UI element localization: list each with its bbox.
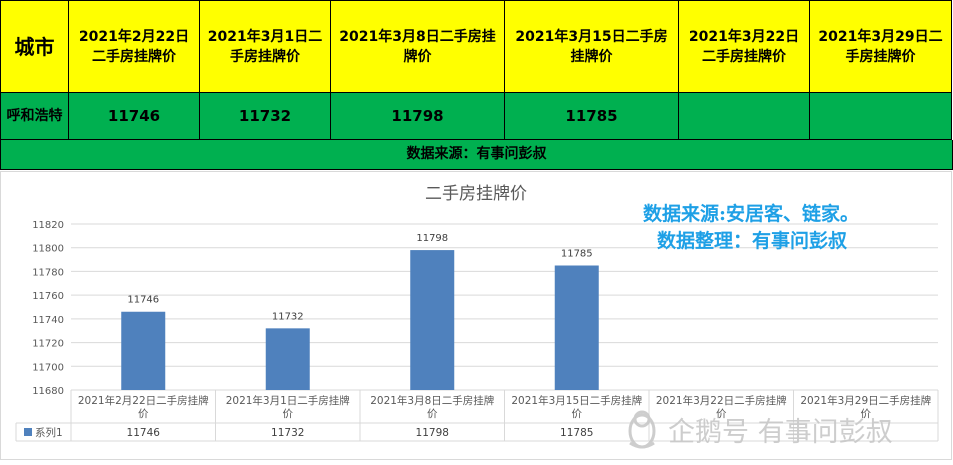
city-header: 城市 [0,0,69,93]
y-tick-label: 11680 [32,386,64,397]
chart-area: 二手房挂牌价 11680 11700 11720 11740 11760 11780 1180… [0,171,953,461]
legend-key [24,428,32,436]
x-category-label-wrap: 价 [138,408,149,420]
penguin-icon [628,410,656,449]
data-label: 11785 [561,249,593,260]
bar [554,265,599,390]
data-label: 11746 [127,295,159,306]
date-header: 2021年2月22日二手房挂牌价 [68,0,200,93]
compiler-note: 数据整理：有事问彭叔 [657,230,848,252]
watermark-text: 企鹅号 有事问彭叔 [668,416,893,448]
price-cell: 11732 [199,92,331,140]
x-category-label-wrap: 价 [716,408,727,420]
price-table: 城市 2021年2月22日二手房挂牌价 2021年3月1日二手房挂牌价 2021… [0,0,953,140]
city-name: 呼和浩特 [0,92,69,140]
date-header: 2021年3月8日二手房挂牌价 [330,0,505,93]
x-category-label-wrap: 价 [861,408,872,420]
date-header: 2021年3月15日二手房挂牌价 [504,0,679,93]
y-tick-label: 11760 [32,291,64,302]
y-tick-label: 11800 [32,244,64,255]
x-category-label: 2021年3月15日二手房挂牌 [511,394,642,407]
data-label: 11732 [272,311,304,322]
date-header: 2021年3月29日二手房挂牌价 [809,0,952,93]
y-tick-label: 11820 [32,220,64,231]
source-note: 数据来源:安居客、链家。 [643,203,860,225]
bar-chart: 二手房挂牌价 11680 11700 11720 11740 11760 11780 1180… [0,171,952,460]
source-line: 数据来源：有事问彭叔 [0,140,953,170]
date-header: 2021年3月22日二手房挂牌价 [678,0,810,93]
table-value: 11746 [127,427,161,439]
x-category-label: 2021年3月29日二手房挂牌 [800,394,931,407]
table-value: 11798 [416,427,449,439]
watermark: 企鹅号 有事问彭叔 [624,407,936,451]
x-category-label: 2021年3月1日二手房挂牌 [226,394,351,407]
chart-title: 二手房挂牌价 [425,184,527,204]
y-tick-label: 11740 [32,315,64,326]
y-tick-label: 11720 [32,339,64,350]
price-cell: 11785 [504,92,679,140]
bar [121,311,166,390]
table-value: 11785 [560,427,593,439]
x-category-label-wrap: 价 [283,408,294,420]
price-cell [809,92,952,140]
series-name: 系列1 [35,426,63,439]
x-category-label: 2021年3月22日二手房挂牌 [656,394,787,407]
bar [410,250,455,390]
y-tick-label: 11780 [32,267,64,278]
table-row: 呼和浩特 11746 11732 11798 11785 [0,92,952,140]
data-label: 11798 [416,233,448,244]
price-cell: 11746 [68,92,200,140]
y-tick-label: 11700 [32,362,64,373]
table-header-row: 城市 2021年2月22日二手房挂牌价 2021年3月1日二手房挂牌价 2021… [0,0,952,93]
x-category-label-wrap: 价 [427,408,438,420]
x-category-label: 2021年3月8日二手房挂牌 [370,394,495,407]
price-cell: 11798 [330,92,505,140]
x-category-label: 2021年2月22日二手房挂牌 [78,394,209,407]
price-cell [678,92,810,140]
bar [265,328,310,390]
table-value: 11732 [271,427,304,439]
date-header: 2021年3月1日二手房挂牌价 [199,0,331,93]
x-category-label-wrap: 价 [572,408,583,420]
